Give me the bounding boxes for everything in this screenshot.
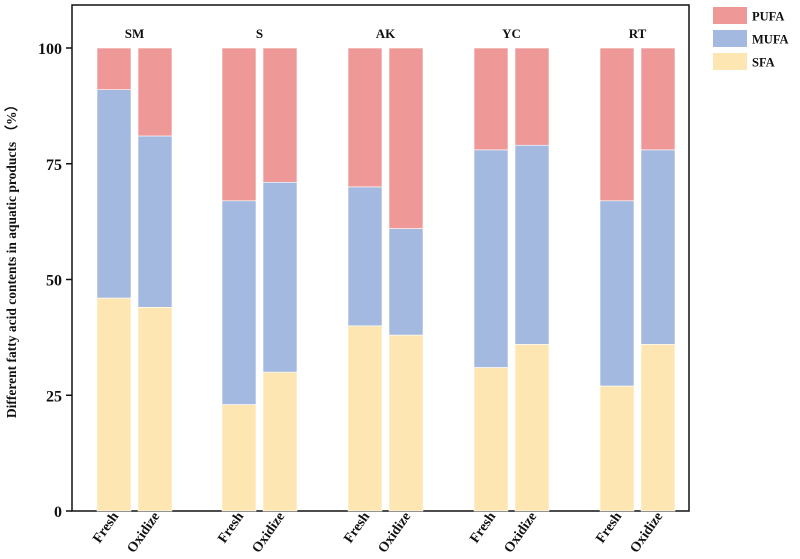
bar-segment-mufa-rt-fresh (599, 200, 635, 387)
bar-segment-sfa-yc-oxidize (514, 344, 550, 512)
group-label-rt: RT (629, 26, 647, 41)
bar-segment-mufa-sm-fresh (96, 89, 132, 299)
x-axis: Fresh Oxidize Fresh Oxidize Fresh Oxidize Fres… (91, 510, 667, 556)
bar-segment-pufa-yc-oxidize (514, 47, 550, 146)
bar-segment-pufa-rt-oxidize (640, 47, 676, 151)
y-tick-label: 75 (46, 157, 62, 174)
bar-segment-mufa-rt-oxidize (640, 149, 676, 345)
y-axis-label: Different fatty acid contents in aquatic… (4, 98, 19, 418)
y-tick-label: 25 (46, 388, 62, 405)
bar-segment-sfa-sm-fresh (96, 297, 132, 512)
bar-segment-mufa-yc-oxidize (514, 144, 550, 345)
bar-segment-sfa-rt-oxidize (640, 344, 676, 512)
y-tick-label: 0 (54, 504, 62, 521)
bar-segment-pufa-yc-fresh (473, 47, 509, 151)
bar-segment-sfa-yc-fresh (473, 367, 509, 512)
bar-segment-mufa-ak-oxidize (388, 228, 424, 336)
bar-segment-pufa-sm-fresh (96, 47, 132, 90)
bar-segment-sfa-ak-oxidize (388, 334, 424, 512)
y-tick-label: 50 (46, 273, 62, 290)
x-tick-label: Fresh (468, 510, 500, 547)
x-tick-label: Fresh (91, 510, 123, 547)
x-tick-label: Fresh (216, 510, 248, 547)
group-label-sm: SM (125, 26, 145, 41)
x-tick-label: Oxidize (125, 510, 164, 556)
legend-swatch-mufa (713, 30, 747, 47)
bar-segment-pufa-rt-fresh (599, 47, 635, 202)
bar-segment-pufa-sm-oxidize (137, 47, 173, 137)
bar-segment-pufa-s-oxidize (262, 47, 298, 183)
bars-layer (96, 47, 676, 512)
bar-segment-pufa-ak-fresh (347, 47, 383, 188)
bar-segment-mufa-yc-fresh (473, 149, 509, 368)
bar-segment-mufa-ak-fresh (347, 186, 383, 327)
x-tick-label: Fresh (594, 510, 626, 547)
x-tick-label: Oxidize (502, 510, 541, 556)
bar-segment-sfa-s-oxidize (262, 371, 298, 512)
group-label-s: S (256, 26, 263, 41)
bar-segment-mufa-s-oxidize (262, 181, 298, 373)
y-tick-label: 100 (38, 41, 62, 58)
group-labels: SM S AK YC RT (125, 26, 647, 41)
legend-swatch-sfa (713, 53, 747, 70)
x-tick-label: Fresh (342, 510, 374, 547)
bar-segment-sfa-s-fresh (221, 404, 257, 512)
bar-segment-mufa-s-fresh (221, 200, 257, 405)
legend-swatch-pufa (713, 7, 747, 24)
group-label-yc: YC (502, 26, 521, 41)
bar-segment-pufa-ak-oxidize (388, 47, 424, 229)
group-label-ak: AK (376, 26, 396, 41)
legend-label-pufa: PUFA (752, 10, 784, 24)
x-tick-label: Oxidize (250, 510, 289, 556)
bar-segment-mufa-sm-oxidize (137, 135, 173, 308)
bar-segment-sfa-rt-fresh (599, 385, 635, 512)
x-tick-label: Oxidize (628, 510, 667, 556)
legend-label-mufa: MUFA (752, 33, 789, 47)
legend-label-sfa: SFA (752, 56, 775, 70)
bar-segment-sfa-ak-fresh (347, 325, 383, 512)
legend: PUFA MUFA SFA (713, 7, 789, 70)
bar-segment-sfa-sm-oxidize (137, 306, 173, 512)
x-tick-label: Oxidize (376, 510, 415, 556)
bar-segment-pufa-s-fresh (221, 47, 257, 202)
y-axis: 0 25 50 75 100 (38, 41, 72, 521)
